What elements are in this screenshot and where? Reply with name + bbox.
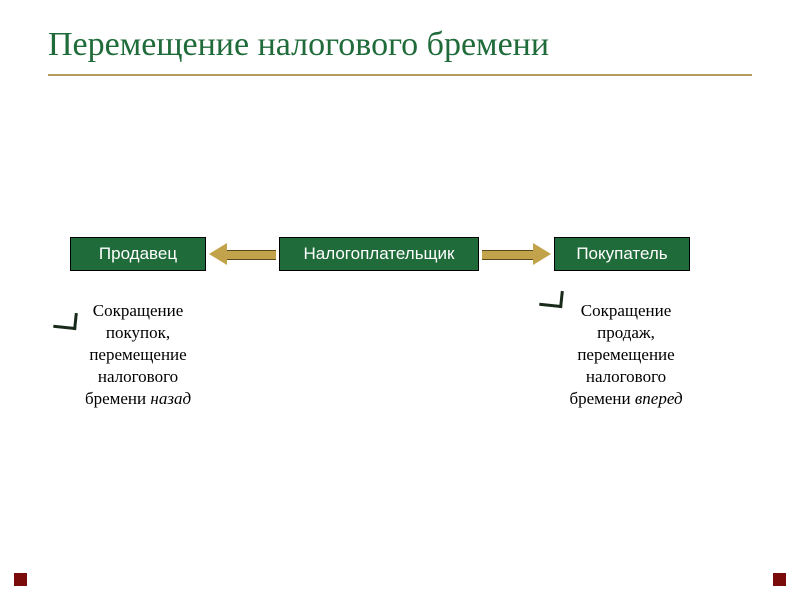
arrow-left-head-icon xyxy=(209,243,227,265)
box-seller-label: Продавец xyxy=(99,244,177,264)
arrow-left xyxy=(226,250,276,260)
box-taxpayer-label: Налогоплательщик xyxy=(304,244,455,264)
box-buyer-label: Покупатель xyxy=(576,244,667,264)
box-seller: Продавец xyxy=(70,237,206,271)
caption-forward: Сокращениепродаж,перемещениеналоговогобр… xyxy=(556,300,696,410)
box-buyer: Покупатель xyxy=(554,237,690,271)
corner-square-br-icon xyxy=(773,573,786,586)
diagram: Продавец Налогоплательщик Покупатель Сок… xyxy=(0,0,800,600)
arrow-right-head-icon xyxy=(533,243,551,265)
arrow-right xyxy=(482,250,534,260)
corner-square-bl-icon xyxy=(14,573,27,586)
box-taxpayer: Налогоплательщик xyxy=(279,237,479,271)
caption-backward: Сокращениепокупок,перемещениеналоговогоб… xyxy=(68,300,208,410)
